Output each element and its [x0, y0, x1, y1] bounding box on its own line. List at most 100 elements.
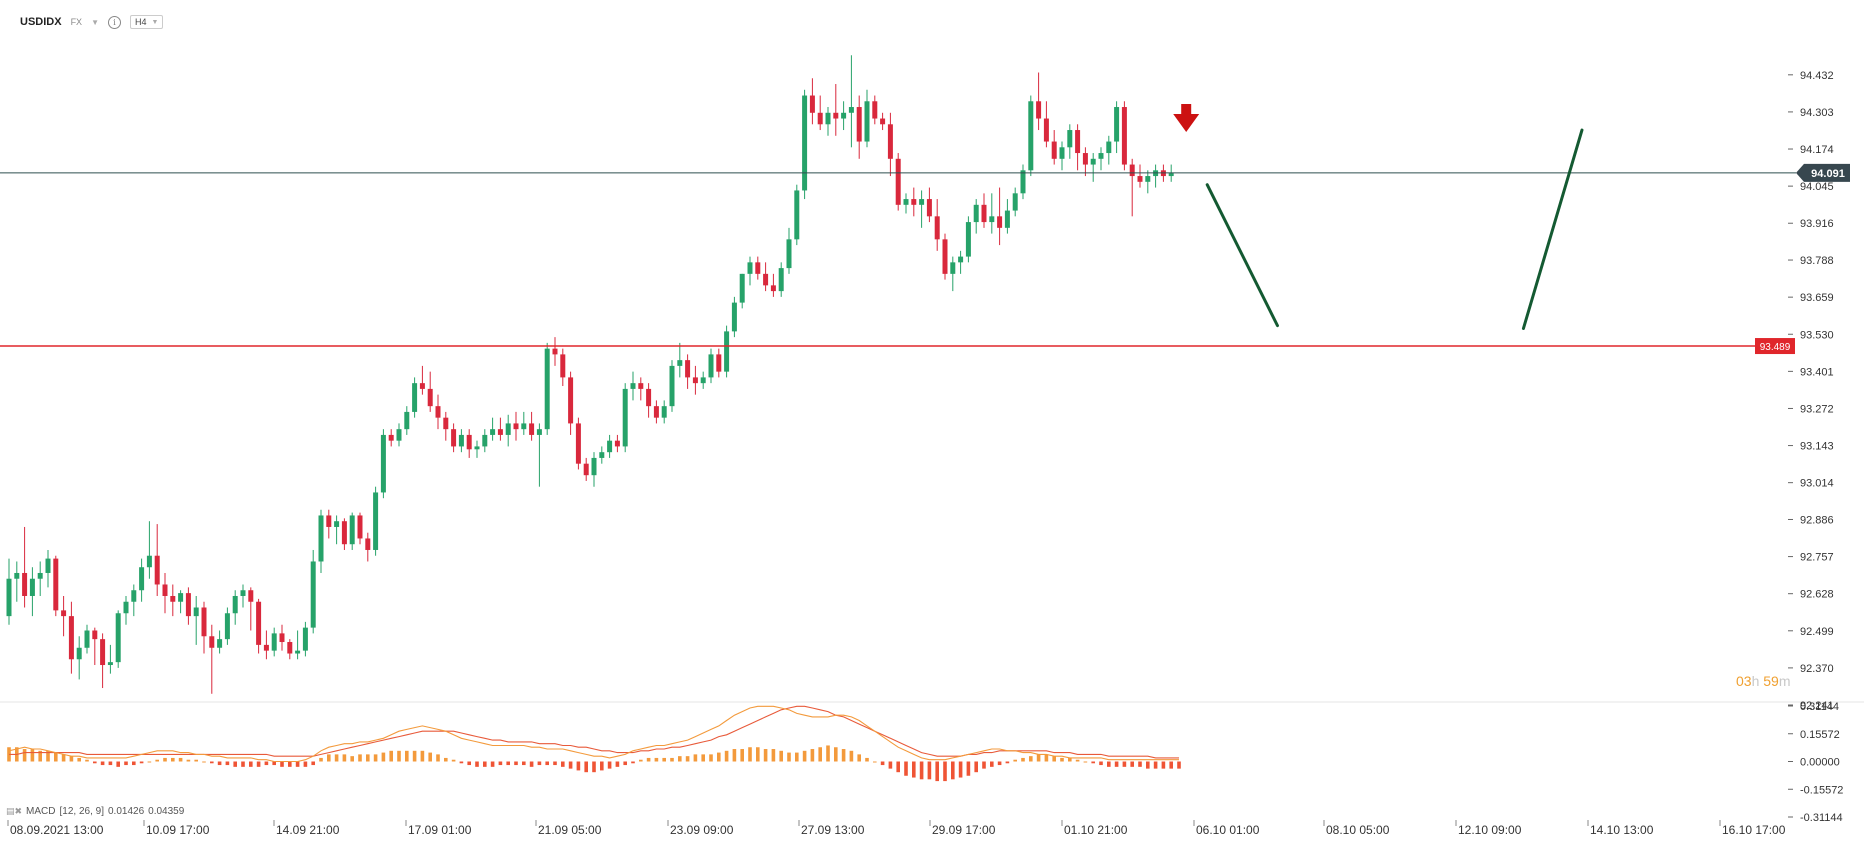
- macd-histogram-bar: [358, 754, 362, 762]
- candle-body: [1004, 210, 1010, 228]
- macd-histogram-bar: [225, 761, 230, 766]
- candle-body: [692, 377, 698, 384]
- macd-histogram-bar: [132, 761, 136, 766]
- candle-body: [123, 601, 129, 614]
- projection-up-leg: [1521, 128, 1584, 331]
- macd-histogram-bar: [295, 761, 300, 767]
- candle-body: [1012, 193, 1018, 211]
- candle-body: [794, 190, 800, 240]
- macd-histogram-bar: [475, 761, 479, 767]
- chevron-down-icon[interactable]: ▼: [91, 17, 99, 27]
- candle-body: [755, 262, 761, 274]
- macd-histogram-bar: [319, 757, 323, 762]
- countdown-m-unit: m: [1778, 673, 1791, 689]
- macd-histogram-bar: [966, 761, 971, 776]
- timeframe-select[interactable]: H4 ▼: [130, 15, 164, 29]
- timeframe-value: H4: [135, 17, 147, 27]
- candle-body: [724, 331, 730, 372]
- candle-body: [1121, 107, 1127, 165]
- macd-histogram-bar: [38, 750, 42, 762]
- candle-body: [318, 515, 324, 562]
- candle-body: [1082, 153, 1088, 165]
- macd-histogram-bar: [1130, 761, 1134, 767]
- candle-body: [778, 268, 784, 292]
- macd-histogram-bar: [865, 757, 869, 762]
- candle-body: [630, 383, 636, 389]
- candle-body: [1129, 164, 1135, 177]
- candle-body: [614, 440, 620, 447]
- macd-histogram-bar: [779, 750, 783, 762]
- candle-body: [653, 406, 659, 418]
- macd-histogram-bar: [717, 752, 721, 762]
- macd-histogram-bar: [61, 754, 66, 762]
- macd-histogram-bar: [467, 761, 471, 766]
- candle-body: [802, 95, 808, 191]
- macd-histogram-bar: [514, 761, 518, 766]
- macd-panel: [7, 705, 1181, 782]
- macd-histogram-bar: [592, 761, 596, 773]
- candle-body: [435, 406, 441, 418]
- candle-body: [646, 388, 652, 407]
- candle-body: [529, 423, 535, 435]
- indicator-settings-icon[interactable]: ▤✖: [6, 806, 23, 816]
- macd-histogram-bar: [93, 761, 97, 764]
- candle-body: [872, 101, 878, 119]
- price-tick-label: 92.241: [1800, 700, 1834, 712]
- macd-histogram-bar: [397, 750, 401, 762]
- macd-histogram-bar: [576, 761, 581, 771]
- candle-body: [731, 302, 737, 332]
- candle-body: [1036, 101, 1042, 119]
- macd-histogram-bar: [69, 756, 74, 762]
- macd-histogram-bar: [615, 761, 620, 767]
- macd-histogram-bar: [210, 761, 214, 764]
- price-tick-label: 93.143: [1800, 441, 1834, 453]
- candle-body: [1137, 176, 1143, 182]
- candle-body: [1106, 141, 1112, 154]
- macd-histogram-bar: [233, 761, 237, 767]
- macd-histogram-bar: [826, 745, 830, 762]
- macd-histogram-bar: [795, 752, 799, 762]
- candle-body: [841, 112, 847, 119]
- candle-body: [84, 630, 90, 648]
- macd-histogram-bar: [311, 761, 315, 766]
- candle-body: [544, 348, 550, 430]
- macd-histogram-bar: [1044, 754, 1049, 762]
- candle-body: [341, 521, 347, 545]
- time-tick-label: 08.10 05:00: [1326, 823, 1390, 837]
- price-tick-label: 92.757: [1800, 552, 1834, 564]
- macd-histogram-bar: [545, 761, 549, 766]
- info-icon[interactable]: i: [108, 15, 121, 29]
- candle-body: [256, 601, 262, 645]
- macd-histogram-bar: [927, 761, 932, 780]
- macd-histogram-bar: [373, 754, 378, 762]
- time-tick-label: 21.09 05:00: [538, 823, 602, 837]
- axes: 94.432 94.303 94.174 94.045 93.916 93.788 93.6…: [7, 70, 1843, 837]
- candle-body: [115, 613, 121, 663]
- macd-histogram-bar: [834, 747, 838, 762]
- macd-histogram-bar: [818, 747, 822, 762]
- level-lines: 93.489 94.091: [0, 163, 1850, 355]
- candle-body: [29, 578, 35, 596]
- time-tick-label: 23.09 09:00: [670, 823, 734, 837]
- symbol-label[interactable]: USDIDX: [20, 16, 62, 28]
- macd-histogram-bar: [1052, 756, 1056, 762]
- candle-body: [217, 639, 223, 648]
- candle-body: [131, 590, 137, 602]
- candle-body: [178, 593, 184, 602]
- candle-body: [302, 627, 308, 651]
- macd-histogram-bar: [178, 757, 183, 762]
- macd-histogram-bar: [334, 754, 339, 762]
- price-tick-label: 94.174: [1800, 144, 1834, 156]
- macd-value-1: 0.01426: [107, 806, 145, 817]
- macd-histogram-bar: [896, 761, 900, 773]
- macd-histogram-bar: [880, 761, 885, 766]
- candle-body: [458, 434, 464, 447]
- current-price-value: 94.091: [1811, 168, 1845, 180]
- candle-body: [295, 650, 301, 654]
- macd-histogram-bar: [787, 752, 791, 762]
- market-label: FX: [70, 17, 83, 27]
- candle-body: [1028, 101, 1034, 171]
- macd-histogram-bar: [1091, 761, 1095, 764]
- candle-body: [1098, 153, 1104, 159]
